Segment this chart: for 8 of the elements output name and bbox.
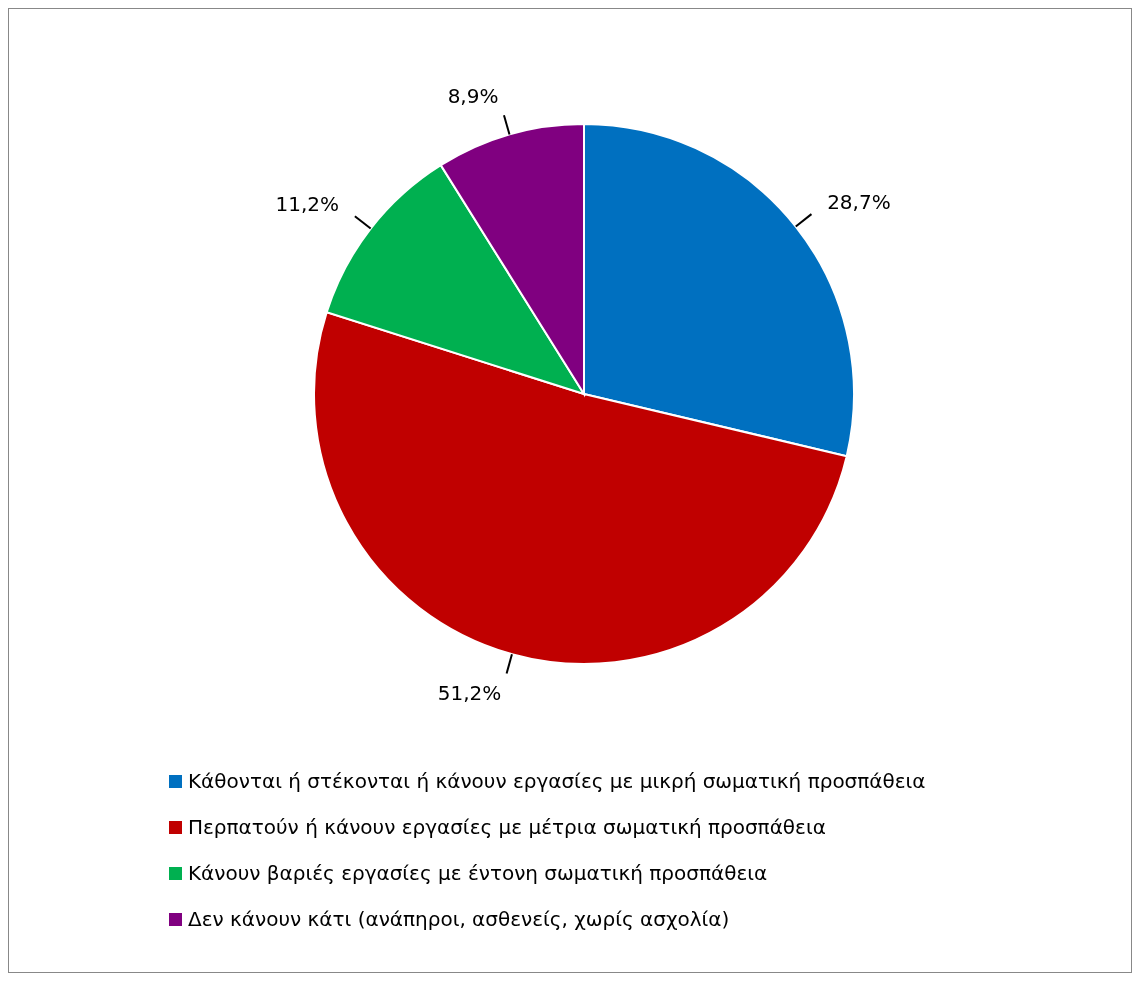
legend-label: Κάνουν βαριές εργασίες με έντονη σωματική προσπάθεια: [188, 861, 768, 885]
data-label: 51,2%: [437, 680, 502, 705]
legend-label: Περπατούν ή κάνουν εργασίες με μέτρια σωματική προσπάθεια: [188, 815, 826, 839]
data-label: 11,2%: [275, 192, 340, 216]
data-label: 28,7%: [827, 189, 891, 214]
legend-label: Δεν κάνουν κάτι (ανάπηροι, ασθενείς, χωρίς ασχολία): [188, 907, 730, 931]
legend-label: Κάθονται ή στέκονται ή κάνουν εργασίες με μικρή σωματική προσπάθεια: [188, 769, 926, 793]
data-label: 8,9%: [447, 84, 499, 109]
